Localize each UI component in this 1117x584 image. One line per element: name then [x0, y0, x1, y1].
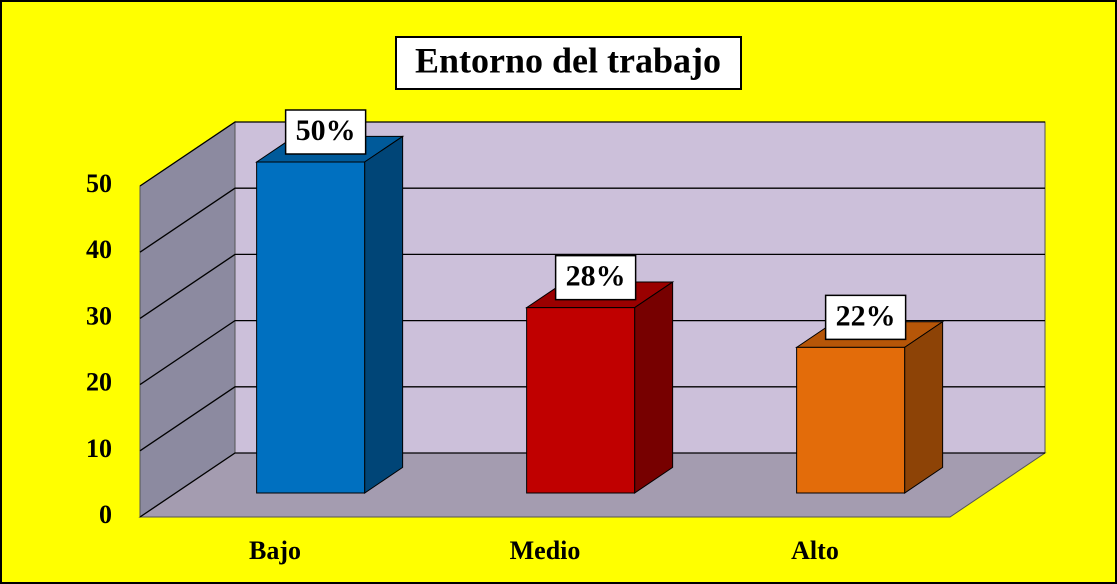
data-label: 50% — [296, 114, 356, 147]
grid-line — [139, 253, 1045, 319]
bar — [526, 307, 636, 494]
y-tick-label: 30 — [86, 301, 112, 330]
data-label-box — [554, 254, 637, 301]
x-tick-label: Bajo — [249, 536, 301, 565]
y-tick-label: 0 — [99, 500, 112, 529]
y-tick-label: 20 — [86, 368, 112, 397]
grid-line — [139, 121, 1045, 187]
y-tick-label: 40 — [86, 235, 112, 264]
y-tick-label: 10 — [86, 434, 112, 463]
y-tick-label: 50 — [86, 169, 112, 198]
title-box — [395, 36, 742, 90]
grid-line — [139, 386, 1045, 452]
bar — [256, 161, 366, 494]
bar-side — [634, 281, 674, 494]
data-label-box — [824, 294, 907, 341]
bar-side — [904, 320, 944, 494]
data-label: 28% — [566, 260, 626, 293]
x-tick-label: Medio — [510, 536, 581, 565]
x-tick-label: Alto — [791, 536, 839, 565]
bar — [796, 346, 906, 494]
grid-line — [139, 452, 1045, 518]
side-wall — [139, 121, 236, 518]
grid-line — [139, 319, 1045, 386]
data-label-box — [284, 109, 367, 155]
chart-title: Entorno del trabajo — [415, 40, 721, 80]
grid-line — [139, 187, 1045, 253]
data-label: 22% — [836, 299, 896, 332]
bar-side — [364, 135, 404, 494]
